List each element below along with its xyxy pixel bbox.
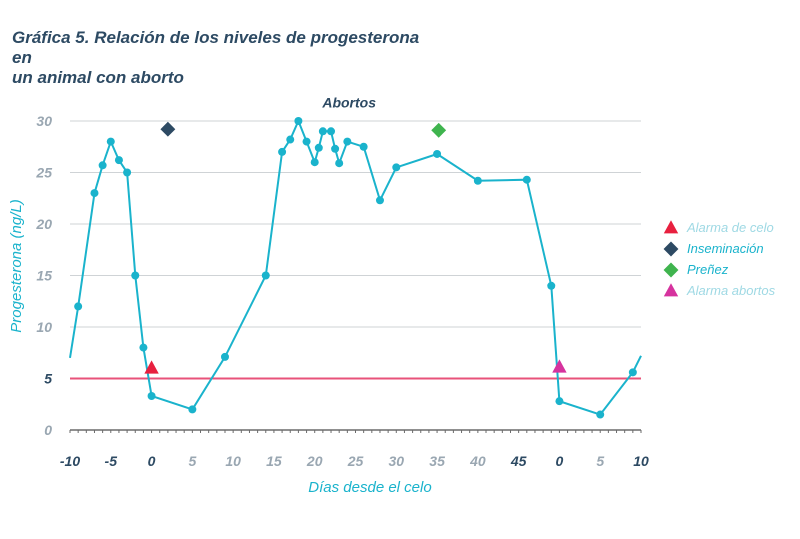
data-point [327,127,336,136]
diamond-marker [431,122,447,138]
legend-diamond-icon [663,241,679,257]
x-tick-label: 15 [266,453,282,469]
x-tick-label: 10 [225,453,241,469]
event-markers [144,121,567,374]
x-tick-label: 0 [556,453,564,469]
data-point [547,281,556,290]
y-tick-label: 15 [36,268,52,284]
data-point [74,302,83,311]
y-tick-label: 10 [36,319,52,335]
data-point [188,405,197,414]
data-point [314,143,323,152]
legend-triangle-icon [663,220,679,234]
data-point [335,159,344,168]
legend-triangle-icon [663,283,679,297]
diamond-marker [160,121,176,137]
x-tick-label: 10 [633,453,649,469]
data-point [310,158,319,167]
y-tick-label: 30 [36,113,52,129]
data-point [343,137,352,146]
chart-title: Gráfica 5. Relación de los niveles de pr… [12,28,432,88]
data-point [359,142,368,151]
y-tick-label: 5 [44,371,52,387]
data-point [278,147,287,156]
y-tick-label: 20 [35,216,52,232]
x-tick-label: 40 [469,453,486,469]
data-point [302,137,311,146]
data-point [286,135,295,144]
x-tick-label: 20 [306,453,323,469]
legend-label: Alarma de celo [686,220,774,235]
y-axis-label: Progesterona (ng/L) [8,199,25,332]
data-point [98,161,107,170]
data-point [90,189,99,198]
x-tick-label: 30 [388,453,404,469]
x-tick-label: 5 [188,453,196,469]
data-point [131,271,140,280]
triangle-marker [144,360,159,374]
x-axis-label: Días desde el celo [308,479,431,496]
y-tick-label: 25 [35,165,52,181]
data-point [375,196,384,205]
data-point [392,163,401,172]
chart-title-line-2: un animal con aborto [12,68,184,87]
series-group [69,117,642,419]
data-point [331,144,340,153]
data-point [433,149,442,158]
x-tick-label: 45 [510,453,527,469]
x-tick-label: 35 [429,453,445,469]
data-point [123,168,132,177]
data-point [147,392,156,401]
axes: 0 5 10 15 20 25 30 -10 -5 0 5 10 15 20 25 30 35 40 45 0 5 10 [35,113,649,469]
legend: Alarma de celo Inseminación Preñez Alarma a… [663,220,776,298]
data-point [106,137,115,146]
data-point [318,127,327,136]
data-point [555,397,564,406]
legend-diamond-icon [663,262,679,278]
data-point [294,117,303,125]
data-point [522,175,531,184]
data-point [596,410,605,419]
data-point [220,352,229,361]
data-point [114,156,123,165]
triangle-marker [552,359,567,373]
data-point [628,368,637,377]
data-point [139,343,148,352]
chart-title-line-1: Gráfica 5. Relación de los niveles de pr… [12,28,420,67]
x-tick-label: 5 [596,453,604,469]
data-point [261,271,270,280]
y-tick-label: 0 [44,422,52,438]
x-tick-label: -10 [60,453,80,469]
abortos-annotation: Abortos [321,95,376,111]
x-tick-label: 0 [148,453,156,469]
x-tick-label: 25 [347,453,364,469]
legend-label: Inseminación [687,241,764,256]
legend-label: Alarma abortos [686,283,776,298]
legend-label: Preñez [687,262,729,277]
data-point [473,176,482,185]
x-tick-label: -5 [105,453,118,469]
